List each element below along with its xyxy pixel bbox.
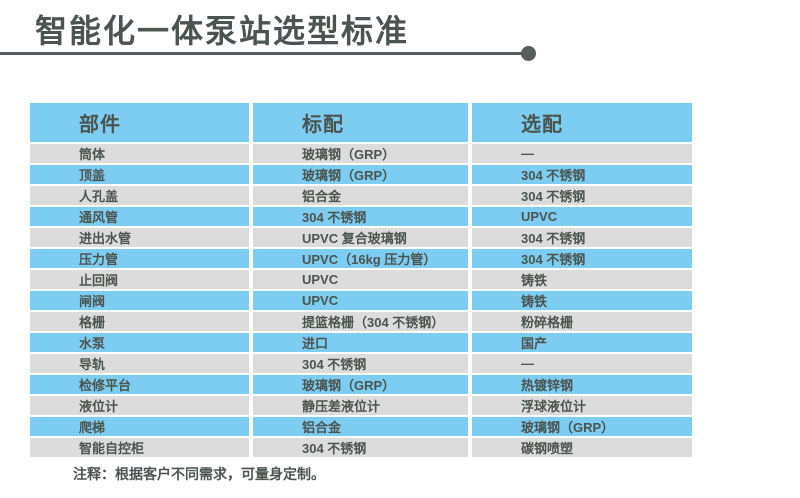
table-cell: 格栅: [30, 312, 249, 331]
table-cell: 闸阀: [30, 291, 249, 310]
table-cell: 压力管: [30, 249, 249, 268]
table-row: 导轨 304 不锈钢 —: [30, 354, 692, 373]
table-row: 爬梯 铝合金 玻璃钢（GRP）: [30, 417, 692, 436]
table-cell: 人孔盖: [30, 186, 249, 205]
spec-table: 部件 标配 选配 筒体 玻璃钢（GRP） — 顶盖 玻璃钢（GRP） 304 不锈钢 人孔盖…: [30, 103, 692, 457]
table-cell: 进口: [253, 333, 468, 352]
table-cell: 玻璃钢（GRP）: [253, 165, 468, 184]
table-cell: UPVC: [472, 207, 692, 226]
table-cell: 水泵: [30, 333, 249, 352]
table-cell: 玻璃钢（GRP）: [253, 144, 468, 163]
table-cell: 304 不锈钢: [472, 186, 692, 205]
table-row: 液位计 静压差液位计 浮球液位计: [30, 396, 692, 415]
table-cell: 导轨: [30, 354, 249, 373]
table-cell: 顶盖: [30, 165, 249, 184]
table-cell: 通风管: [30, 207, 249, 226]
page-title: 智能化一体泵站选型标准: [35, 13, 410, 49]
header-cell-component: 部件: [30, 103, 249, 142]
title-underline: [0, 52, 522, 55]
table-cell: 玻璃钢（GRP）: [472, 417, 692, 436]
table-cell: 铝合金: [253, 417, 468, 436]
table-row: 检修平台 玻璃钢（GRP） 热镀锌钢: [30, 375, 692, 394]
title-endpoint-dot: [521, 46, 536, 61]
table-row: 顶盖 玻璃钢（GRP） 304 不锈钢: [30, 165, 692, 184]
table-cell: 304 不锈钢: [253, 207, 468, 226]
table-cell: 玻璃钢（GRP）: [253, 375, 468, 394]
table-cell: 304 不锈钢: [253, 354, 468, 373]
table-row: 人孔盖 铝合金 304 不锈钢: [30, 186, 692, 205]
table-row: 止回阀 UPVC 铸铁: [30, 270, 692, 289]
table-cell: 铝合金: [253, 186, 468, 205]
table-cell: 铸铁: [472, 270, 692, 289]
table-row: 进出水管 UPVC 复合玻璃钢 304 不锈钢: [30, 228, 692, 247]
table-header-row: 部件 标配 选配: [30, 103, 692, 142]
table-cell: 304 不锈钢: [472, 165, 692, 184]
footnote: 注释：根据客户不同需求，可量身定制。: [73, 466, 325, 482]
table-cell: 304 不锈钢: [472, 249, 692, 268]
table-cell: 热镀锌钢: [472, 375, 692, 394]
table-row: 压力管 UPVC（16kg 压力管） 304 不锈钢: [30, 249, 692, 268]
table-cell: 提篮格栅（304 不锈钢）: [253, 312, 468, 331]
table-cell: 304 不锈钢: [472, 228, 692, 247]
table-cell: 智能自控柜: [30, 438, 249, 457]
table-cell: —: [472, 354, 692, 373]
header-cell-optional: 选配: [472, 103, 692, 142]
table-row: 闸阀 UPVC 铸铁: [30, 291, 692, 310]
table-cell: —: [472, 144, 692, 163]
table-cell: 碳钢喷塑: [472, 438, 692, 457]
table-cell: UPVC: [253, 291, 468, 310]
table-cell: 浮球液位计: [472, 396, 692, 415]
table-cell: 止回阀: [30, 270, 249, 289]
table-cell: UPVC（16kg 压力管）: [253, 249, 468, 268]
table-cell: 液位计: [30, 396, 249, 415]
table-cell: 爬梯: [30, 417, 249, 436]
table-cell: UPVC 复合玻璃钢: [253, 228, 468, 247]
table-cell: UPVC: [253, 270, 468, 289]
table-cell: 304 不锈钢: [253, 438, 468, 457]
table-row: 筒体 玻璃钢（GRP） —: [30, 144, 692, 163]
table-cell: 静压差液位计: [253, 396, 468, 415]
header-cell-standard: 标配: [253, 103, 468, 142]
table-cell: 筒体: [30, 144, 249, 163]
table-row: 格栅 提篮格栅（304 不锈钢） 粉碎格栅: [30, 312, 692, 331]
table-row: 通风管 304 不锈钢 UPVC: [30, 207, 692, 226]
table-cell: 粉碎格栅: [472, 312, 692, 331]
table-row: 水泵 进口 国产: [30, 333, 692, 352]
table-cell: 铸铁: [472, 291, 692, 310]
table-cell: 检修平台: [30, 375, 249, 394]
table-cell: 进出水管: [30, 228, 249, 247]
table-row: 智能自控柜 304 不锈钢 碳钢喷塑: [30, 438, 692, 457]
table-body: 筒体 玻璃钢（GRP） — 顶盖 玻璃钢（GRP） 304 不锈钢 人孔盖 铝合金 304 不锈…: [30, 144, 692, 457]
table-cell: 国产: [472, 333, 692, 352]
